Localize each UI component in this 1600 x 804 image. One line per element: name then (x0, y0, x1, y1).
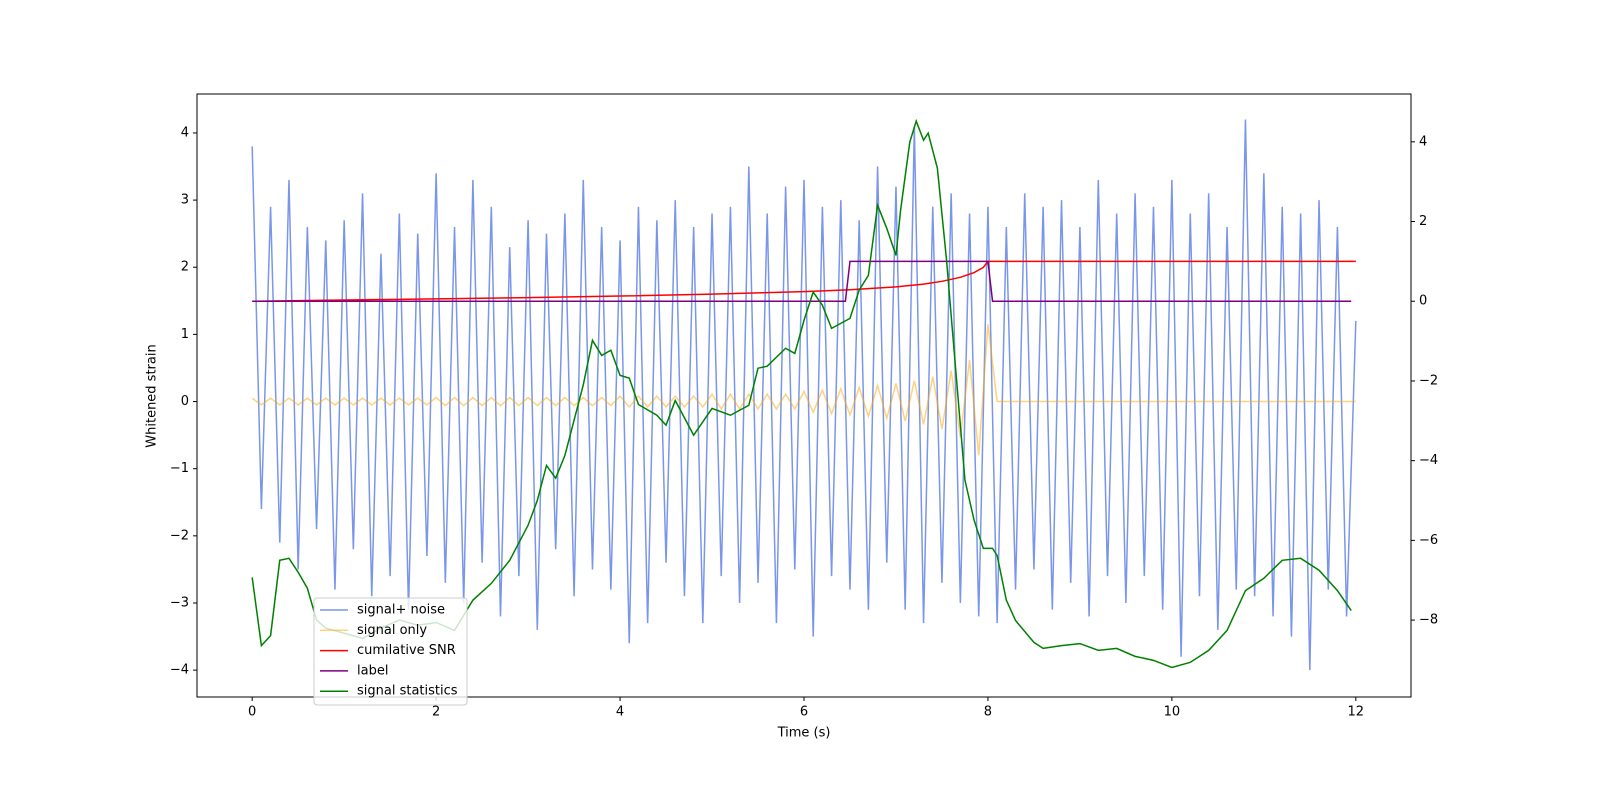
y2-tick-label: −6 (1419, 533, 1438, 548)
legend-label: signal only (357, 623, 427, 638)
x-tick-label: 10 (1164, 705, 1181, 720)
y-tick-label: −4 (170, 663, 189, 678)
series-line (251, 119, 1357, 671)
y-tick-label: −1 (170, 461, 189, 476)
series-line (251, 324, 1356, 456)
legend-box (313, 597, 468, 706)
y2-tick-label: 2 (1419, 214, 1427, 229)
y-tick-label: 2 (181, 260, 189, 275)
x-tick-label: 8 (984, 705, 992, 720)
series-line (252, 260, 1352, 302)
x-axis-label: Time (s) (777, 726, 831, 741)
y-tick-label: −3 (170, 595, 189, 610)
series-line (252, 260, 1356, 302)
legend-label: cumilative SNR (357, 643, 456, 658)
x-tick-label: 4 (616, 705, 624, 720)
y-tick-label: 3 (181, 193, 189, 208)
legend-label: label (357, 663, 388, 678)
y-tick-label: 4 (181, 125, 189, 140)
legend-label: signal statistics (357, 684, 458, 699)
y-tick-label: 1 (181, 327, 189, 342)
x-tick-label: 6 (800, 705, 808, 720)
y-tick-label: 0 (181, 394, 189, 409)
y2-tick-label: 4 (1419, 134, 1427, 149)
x-tick-label: 2 (432, 705, 440, 720)
y2-tick-label: −2 (1419, 373, 1438, 388)
x-tick-label: 0 (248, 705, 256, 720)
y2-tick-label: −4 (1419, 453, 1438, 468)
y2-tick-label: −8 (1419, 613, 1438, 628)
y2-tick-label: 0 (1419, 294, 1427, 309)
x-tick-label: 12 (1348, 705, 1365, 720)
y-tick-label: −2 (170, 528, 189, 543)
y-axis-label: Whitened strain (145, 344, 160, 447)
legend-label: signal+ noise (357, 603, 445, 618)
